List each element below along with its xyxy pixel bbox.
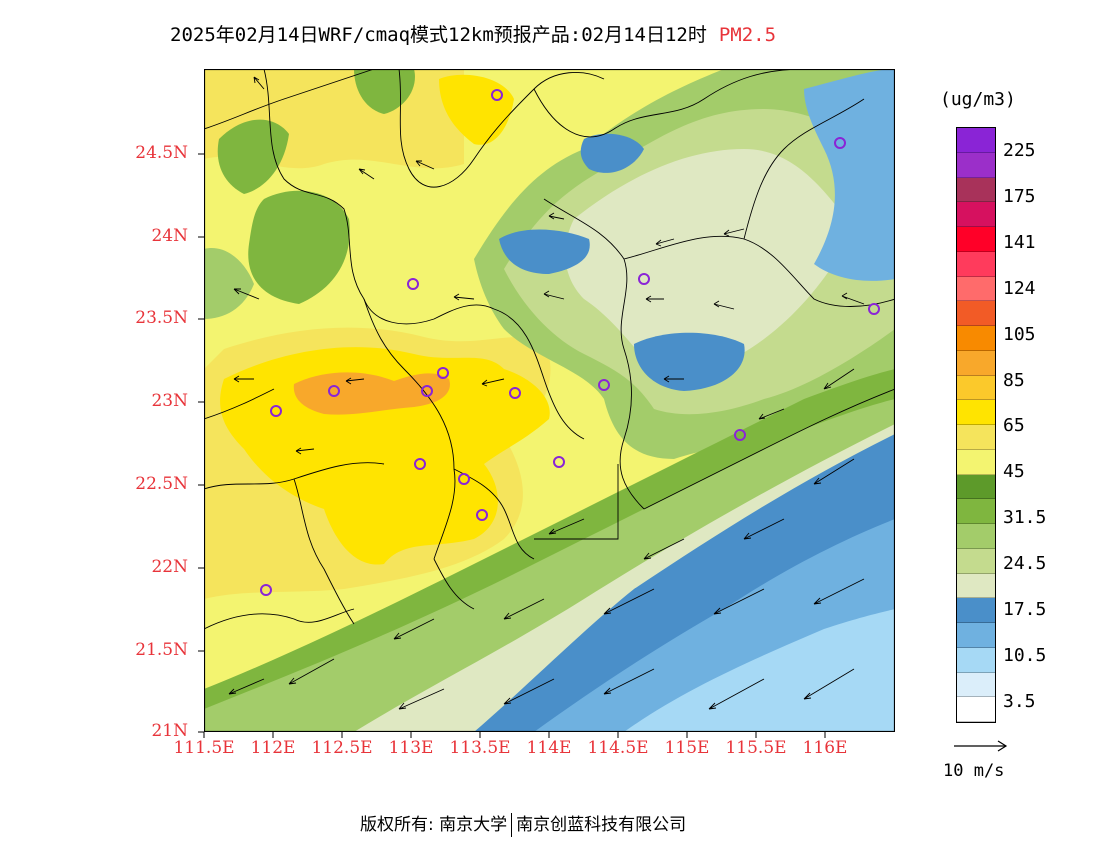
pm25-map: [204, 69, 895, 732]
legend-swatch: [957, 128, 995, 153]
legend-swatch: [957, 623, 995, 648]
lon-label: 111.5E: [173, 738, 235, 758]
lat-label: 21.5N: [135, 640, 188, 660]
lat-label: 24.5N: [135, 143, 188, 163]
lat-label: 22.5N: [135, 474, 188, 494]
field-green-west-2: [248, 190, 350, 304]
lon-label: 113E: [388, 738, 434, 758]
lon-label: 113.5E: [449, 738, 511, 758]
legend-swatch: [957, 548, 995, 574]
legend-swatch: [957, 524, 995, 549]
legend-label: 65: [1003, 415, 1025, 436]
legend-swatch: [957, 697, 995, 722]
legend-swatch: [957, 227, 995, 252]
legend-label: 175: [1003, 186, 1036, 207]
color-legend: [956, 127, 996, 723]
copyright-right: 南京创蓝科技有限公司: [516, 815, 687, 835]
legend-swatch: [957, 152, 995, 178]
field-orange: [293, 372, 450, 415]
legend-swatch: [957, 400, 995, 425]
legend-swatch: [957, 350, 995, 376]
legend-label: 124: [1003, 278, 1036, 299]
chart-title: 2025年02月14日WRF/cmaq模式12km预报产品:02月14日12时 P…: [170, 20, 776, 47]
lat-label: 23.5N: [135, 308, 188, 328]
copyright-left: 版权所有: 南京大学: [360, 815, 508, 835]
legend-label: 225: [1003, 140, 1036, 161]
stations: [260, 89, 880, 596]
legend-swatch: [957, 573, 995, 599]
lon-label: 115E: [664, 738, 710, 758]
legend-label: 141: [1003, 232, 1036, 253]
field-blue-ne: [804, 69, 895, 281]
lon-label: 112E: [250, 738, 296, 758]
legend-swatch: [957, 647, 995, 673]
lon-label: 112.5E: [311, 738, 373, 758]
legend-swatch: [957, 375, 995, 401]
lon-label: 116E: [802, 738, 848, 758]
boundary-lines: [204, 69, 895, 630]
field-blue-blob-3: [580, 133, 644, 173]
legend-label: 85: [1003, 370, 1025, 391]
title-pollutant: PM2.5: [718, 24, 777, 46]
legend-swatch: [957, 449, 995, 475]
legend-swatch: [957, 474, 995, 500]
legend-swatch: [957, 672, 995, 698]
field-blue-blob-2: [634, 332, 745, 391]
field-pale-north: [565, 149, 854, 373]
legend-swatch: [957, 326, 995, 351]
field-green-west-3: [204, 248, 254, 319]
lat-label: 24N: [151, 226, 188, 246]
legend-swatch: [957, 177, 995, 203]
legend-swatch: [957, 598, 995, 623]
wind-reference-arrow: [954, 740, 1008, 752]
axis-ticks: [198, 153, 826, 738]
wind-vectors: [228, 76, 865, 710]
lon-label: 114E: [526, 738, 572, 758]
field-yellow-b: [439, 74, 514, 145]
legend-swatch: [957, 276, 995, 302]
legend-swatch: [957, 301, 995, 326]
legend-label: 31.5: [1003, 507, 1047, 528]
legend-label: 105: [1003, 324, 1036, 345]
legend-label: 3.5: [1003, 691, 1036, 712]
copyright: 版权所有: 南京大学 南京创蓝科技有限公司: [360, 810, 686, 837]
copyright-separator: [511, 813, 513, 837]
field-blue-blob-1: [499, 229, 590, 274]
lat-label: 21N: [151, 721, 188, 741]
legend-label: 45: [1003, 461, 1025, 482]
legend-swatch: [957, 425, 995, 450]
legend-swatch: [957, 499, 995, 524]
legend-swatch: [957, 202, 995, 227]
lat-label: 23N: [151, 391, 188, 411]
lon-label: 115.5E: [725, 738, 787, 758]
lon-label: 114.5E: [587, 738, 649, 758]
legend-label: 17.5: [1003, 599, 1047, 620]
lat-label: 22N: [151, 557, 188, 577]
legend-swatch: [957, 251, 995, 277]
wind-reference-label: 10 m/s: [943, 761, 1005, 781]
field-sea-light: [624, 609, 895, 732]
title-main: 2025年02月14日WRF/cmaq模式12km预报产品:02月14日12时: [170, 24, 707, 46]
legend-label: 10.5: [1003, 645, 1047, 666]
legend-label: 24.5: [1003, 553, 1047, 574]
legend-unit: (ug/m3): [940, 89, 1016, 110]
